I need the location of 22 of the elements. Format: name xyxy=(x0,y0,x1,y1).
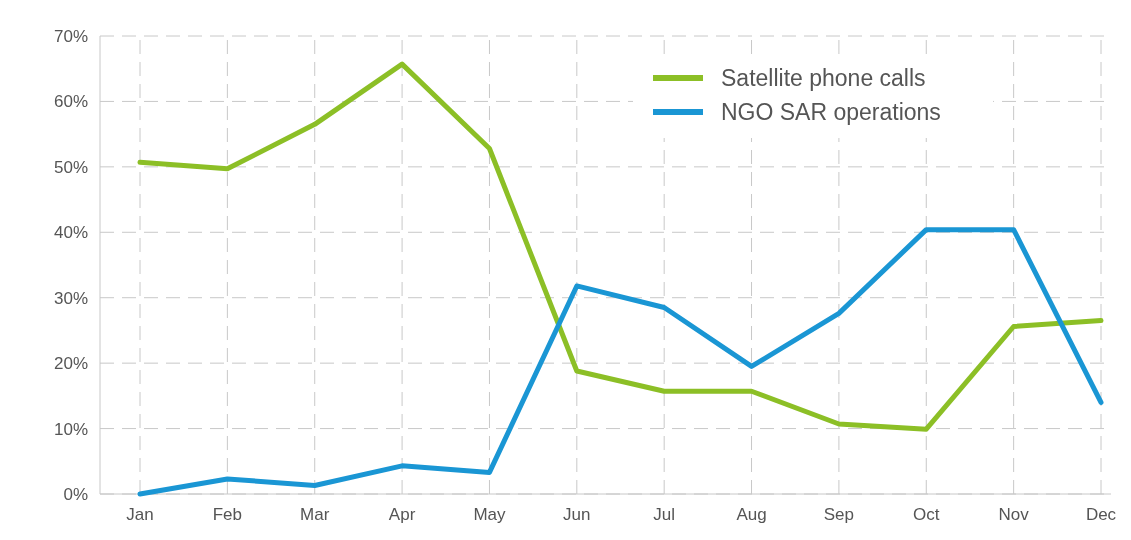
x-tick-label: Oct xyxy=(913,505,940,524)
x-tick-label: Nov xyxy=(998,505,1030,524)
legend-label: Satellite phone calls xyxy=(721,65,926,92)
x-tick-label: Feb xyxy=(212,505,243,524)
x-tick-label: Jun xyxy=(563,505,591,524)
x-tick-label: Jul xyxy=(653,505,676,524)
x-tick-label: May xyxy=(473,505,507,524)
y-tick-label: 0% xyxy=(63,484,88,504)
y-tick-label: 30% xyxy=(53,288,88,308)
x-tick-label: Dec xyxy=(1085,505,1117,524)
x-tick-label: Sep xyxy=(823,505,855,524)
y-tick-label: 70% xyxy=(53,26,88,46)
x-tick-label: Apr xyxy=(388,505,416,524)
y-tick-label: 10% xyxy=(53,419,88,439)
y-tick-label: 60% xyxy=(53,92,88,112)
y-tick-label: 20% xyxy=(53,354,88,374)
x-tick-label: Jan xyxy=(126,505,154,524)
x-tick-label: Mar xyxy=(300,505,330,524)
y-tick-label: 40% xyxy=(53,223,88,243)
legend-label: NGO SAR operations xyxy=(721,99,941,126)
y-tick-label: 50% xyxy=(53,157,88,177)
x-tick-label: Aug xyxy=(736,505,767,524)
